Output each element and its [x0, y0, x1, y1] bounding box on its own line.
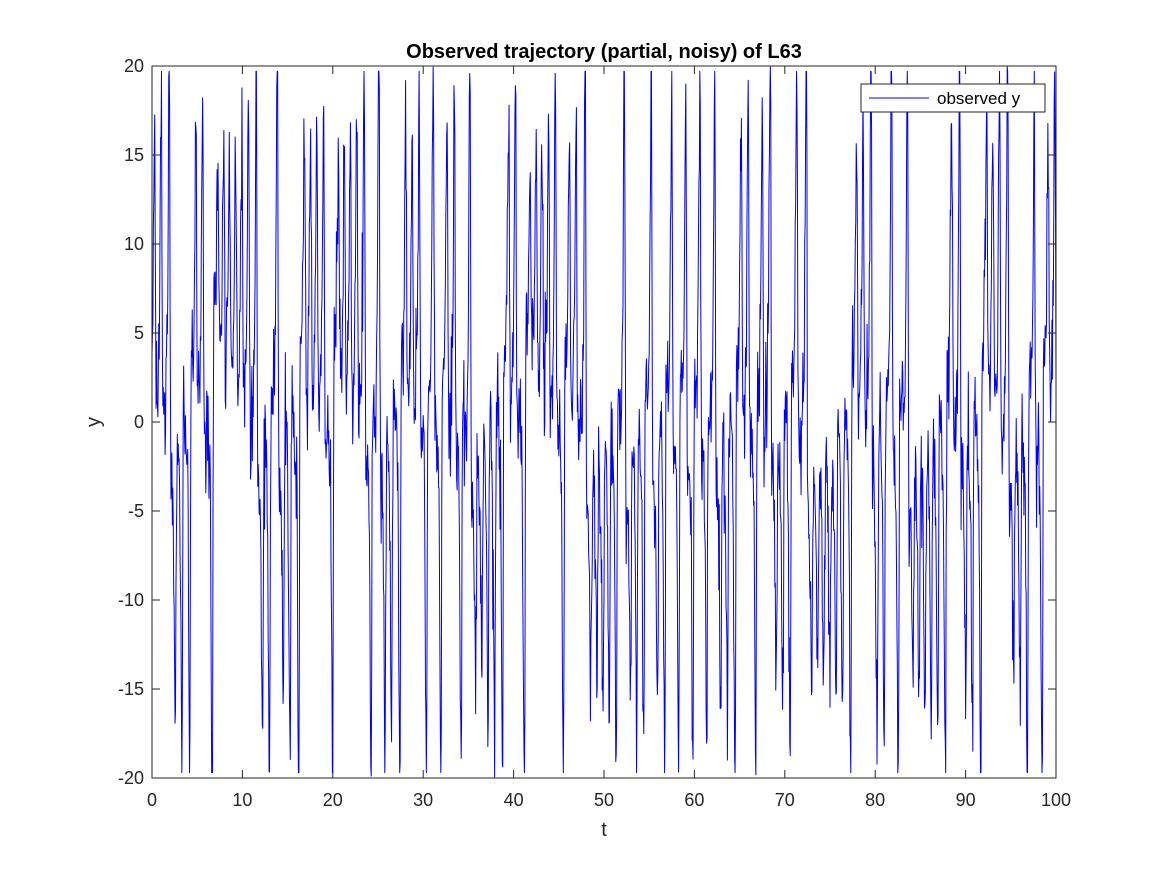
y-axis: -20 -15 -10 -5 0 5 10 15 20 [118, 56, 1056, 788]
y-tick-label: -20 [118, 768, 144, 788]
legend: observed y [860, 83, 1046, 113]
x-tick-label: 10 [232, 790, 252, 810]
y-tick-label: 15 [124, 145, 144, 165]
series-line-observed-y [151, 65, 1057, 778]
y-tick-label: -5 [128, 501, 144, 521]
chart-title: Observed trajectory (partial, noisy) of … [406, 41, 802, 63]
x-tick-label: 80 [865, 790, 885, 810]
y-tick-label: 5 [134, 323, 144, 343]
y-tick-label: 10 [124, 234, 144, 254]
x-tick-label: 50 [594, 790, 614, 810]
x-tick-label: 0 [147, 790, 157, 810]
y-tick-label: 20 [124, 56, 144, 76]
plot-area [152, 66, 1056, 778]
x-tick-label: 100 [1041, 790, 1071, 810]
x-tick-label: 20 [323, 790, 343, 810]
legend-label-observed-y: observed y [937, 89, 1021, 108]
x-tick-label: 70 [775, 790, 795, 810]
y-tick-label: -15 [118, 679, 144, 699]
x-axis: 0 10 20 30 40 50 60 70 80 90 100 [147, 66, 1071, 810]
x-axis-label: t [601, 819, 607, 841]
y-tick-label: 0 [134, 412, 144, 432]
y-tick-label: -10 [118, 590, 144, 610]
x-tick-label: 30 [413, 790, 433, 810]
y-axis-label: y [83, 417, 105, 427]
x-tick-label: 90 [956, 790, 976, 810]
x-tick-label: 40 [504, 790, 524, 810]
x-tick-label: 60 [684, 790, 704, 810]
series-layer [151, 65, 1057, 778]
